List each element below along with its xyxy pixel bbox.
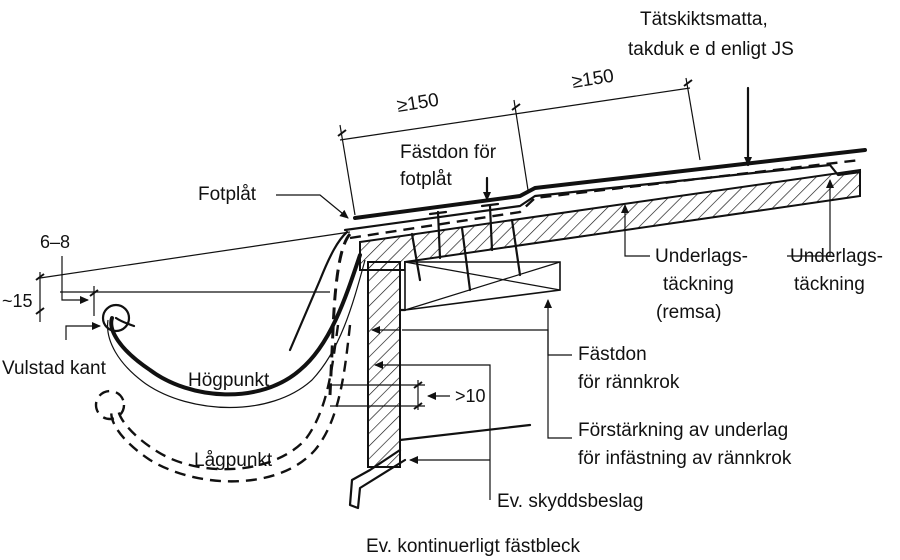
label-underlag-remsa-2: täckning — [663, 274, 734, 295]
dimension-left — [35, 231, 351, 322]
gutter-hook-high — [101, 253, 366, 409]
soffit-line — [398, 308, 532, 442]
label-skyddsbeslag: Ev. skyddsbeslag — [497, 491, 643, 512]
label-forstarkning-1: Förstärkning av underlag — [578, 420, 788, 441]
dimension-10 — [330, 380, 450, 410]
label-underlag-remsa-1: Underlags- — [655, 246, 748, 267]
underlayment-strip — [328, 158, 861, 396]
label-hogpunkt: Högpunkt — [188, 370, 270, 391]
roofing-membrane — [353, 148, 867, 220]
label-fastdon-fotplat-2: fotplåt — [400, 169, 452, 190]
label-dim-150-left: ≥150 — [395, 90, 440, 117]
label-fastbleck: Ev. kontinuerligt fästbleck — [366, 536, 581, 557]
label-tatskiktsmatta-2: takduk e d enligt JS — [628, 39, 794, 60]
label-fotplat: Fotplåt — [198, 184, 257, 205]
label-dim-150-right: ≥150 — [570, 66, 615, 93]
label-forstarkning-2: för infästning av rännkrok — [578, 448, 792, 469]
reinforcement-block — [404, 261, 561, 311]
label-vulstad-kant: Vulstad kant — [2, 358, 107, 379]
label-dim-6-8: 6–8 — [40, 232, 70, 252]
label-underlag-remsa-3: (remsa) — [656, 302, 721, 323]
label-lagpunkt: Lågpunkt — [194, 450, 273, 471]
leader-lines — [65, 86, 834, 500]
label-underlag-1: Underlags- — [790, 246, 883, 267]
gutter-hook-low — [94, 324, 352, 483]
label-fastdon-rannkrok-2: för rännkrok — [578, 372, 680, 393]
fotplat-fasteners — [428, 202, 500, 260]
gutter-hook-fasteners — [410, 218, 522, 292]
label-dim-15: ~15 — [2, 291, 33, 311]
label-underlag-2: täckning — [794, 274, 865, 295]
dimension-150 — [337, 77, 701, 216]
label-dim-10: >10 — [455, 386, 486, 406]
label-tatskiktsmatta-1: Tätskiktsmatta, — [640, 9, 768, 30]
label-fastdon-rannkrok-1: Fästdon — [578, 344, 647, 365]
label-fastdon-fotplat-1: Fästdon för — [400, 142, 497, 163]
protective-flashing — [348, 448, 407, 510]
